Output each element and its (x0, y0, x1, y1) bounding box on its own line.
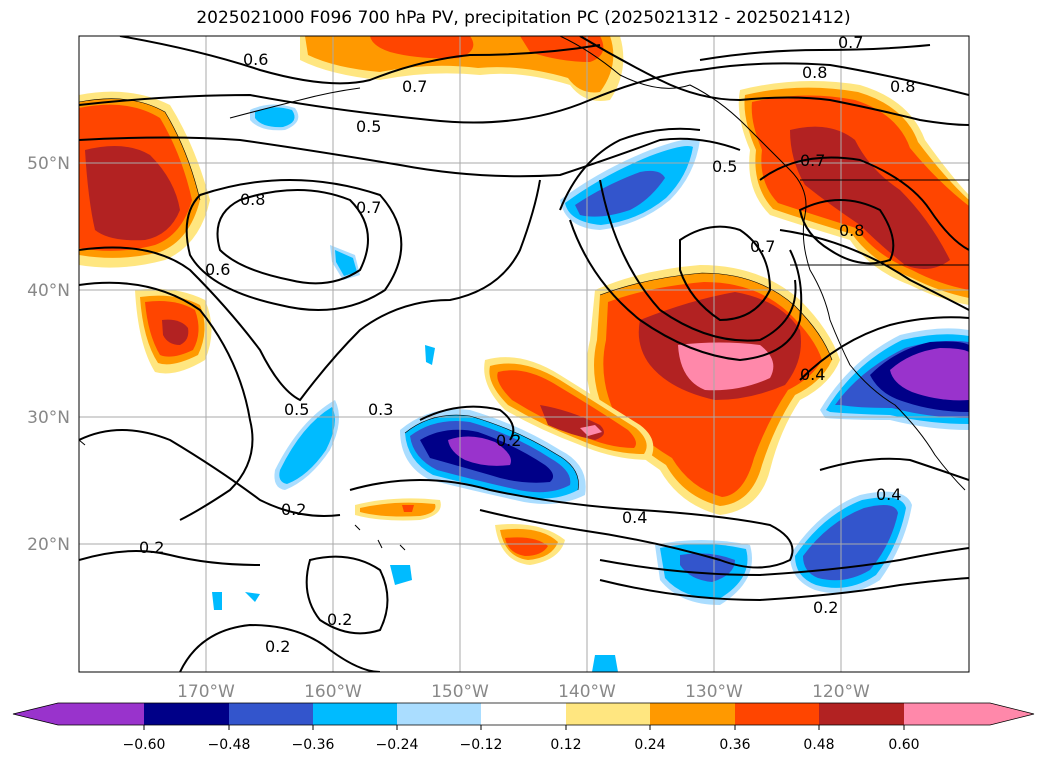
colorbar-tick: 0.36 (719, 737, 750, 753)
contour-label: 0.7 (356, 198, 381, 217)
lon-label: 160°W (304, 682, 362, 702)
contour-label: 0.8 (802, 63, 827, 82)
contour-label: 0.2 (327, 610, 352, 629)
colorbar-bin (481, 703, 566, 725)
lat-label: 50°N (27, 154, 70, 174)
lat-label: 30°N (27, 408, 70, 428)
contour-labels: 0.6 0.7 0.5 0.8 0.7 0.6 0.5 0.3 0.2 0.2 … (139, 33, 915, 656)
lon-label: 130°W (685, 682, 743, 702)
lat-label: 40°N (27, 281, 70, 301)
colorbar-bin (313, 703, 397, 725)
contour-label: 0.7 (750, 237, 775, 256)
precip-blob-northeast (738, 81, 969, 305)
lat-label: 20°N (27, 535, 70, 555)
colorbar-tick: −0.48 (208, 737, 251, 753)
colorbar-tick: 0.12 (550, 737, 581, 753)
contour-label: 0.2 (281, 500, 306, 519)
map-title: 2025021000 F096 700 hPa PV, precipitatio… (196, 8, 851, 28)
precip-blob-midstrip (484, 357, 654, 460)
colorbar-tick: 0.48 (803, 737, 834, 753)
precip-negative-east (820, 328, 969, 430)
contour-label: 0.2 (265, 637, 290, 656)
colorbar-outline (12, 702, 1035, 726)
contour-label: 0.4 (800, 365, 825, 384)
lon-label: 140°W (558, 682, 616, 702)
lon-label: 150°W (431, 682, 489, 702)
contour-label: 0.4 (876, 485, 901, 504)
contour-label: 0.8 (240, 190, 265, 209)
lat-labels: 50°N 40°N 30°N 20°N (27, 154, 70, 555)
colorbar-bin (144, 703, 229, 725)
colorbar-extend-low (13, 703, 58, 725)
contour-label: 0.3 (368, 400, 393, 419)
contour-label: 0.5 (356, 117, 381, 136)
precip-negative-southeast (655, 491, 912, 605)
contour-label: 0.8 (839, 221, 864, 240)
precip-outlines (79, 98, 833, 491)
contour-label: 0.2 (496, 431, 521, 450)
map-frame (78, 35, 970, 673)
contour-label: 0.5 (712, 157, 737, 176)
colorbar-tick: −0.12 (460, 737, 503, 753)
colorbar-bin (650, 703, 735, 725)
contour-label: 0.2 (139, 538, 164, 557)
colorbar-tick: −0.60 (123, 737, 166, 753)
colorbar-bin (735, 703, 819, 725)
precip-negative-north (250, 104, 700, 230)
lon-label: 120°W (812, 682, 870, 702)
contour-label: 0.6 (243, 50, 268, 69)
colorbar-tick: 0.24 (634, 737, 665, 753)
precip-blob-west (79, 91, 210, 268)
contour-label: 0.5 (284, 400, 309, 419)
contour-label: 0.7 (402, 77, 427, 96)
lon-label: 170°W (177, 682, 235, 702)
colorbar-tick: −0.24 (376, 737, 419, 753)
precipitation-shading (79, 36, 969, 672)
colorbar-bin (397, 703, 481, 725)
pv-contours (79, 36, 969, 672)
colorbar-bin (566, 703, 650, 725)
colorbar-bin (904, 703, 990, 725)
contour-label: 0.6 (205, 260, 230, 279)
colorbar: −0.60 −0.48 −0.36 −0.24 −0.12 0.12 0.24 … (12, 702, 1035, 753)
graticule (79, 36, 969, 672)
contour-label: 0.7 (800, 151, 825, 170)
colorbar-tick: −0.36 (292, 737, 335, 753)
colorbar-bin (229, 703, 313, 725)
precip-negative-small (212, 245, 618, 672)
colorbar-extend-high (990, 703, 1034, 725)
contour-label: 0.4 (622, 508, 647, 527)
precip-negative-central (400, 409, 586, 504)
colorbar-tick: 0.60 (888, 737, 919, 753)
colorbar-bin (58, 703, 144, 725)
colorbar-bin (819, 703, 904, 725)
contour-label: 0.8 (890, 77, 915, 96)
contour-label: 0.7 (838, 33, 863, 52)
contour-label: 0.2 (813, 598, 838, 617)
lon-labels: 170°W 160°W 150°W 140°W 130°W 120°W (177, 682, 870, 702)
precip-blob-wsmall (135, 288, 212, 374)
